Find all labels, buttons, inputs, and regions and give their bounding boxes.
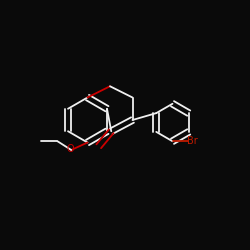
Text: Br: Br [188,136,198,146]
Text: O: O [67,144,74,154]
